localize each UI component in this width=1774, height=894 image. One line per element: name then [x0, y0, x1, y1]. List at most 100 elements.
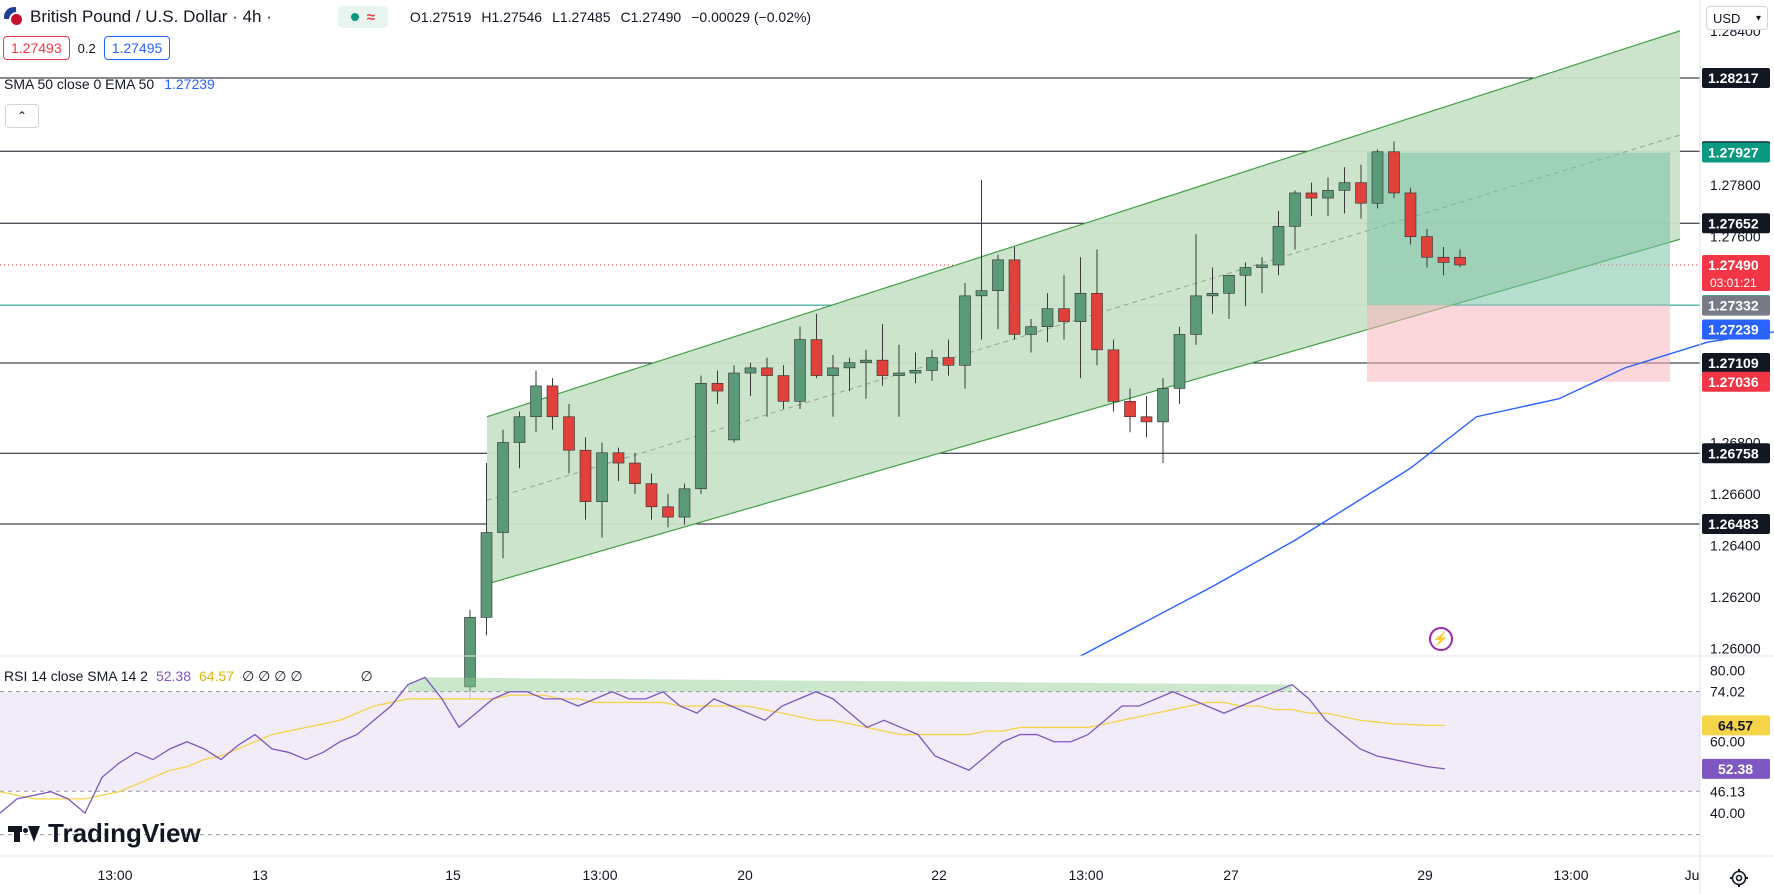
candle[interactable] — [1206, 267, 1219, 314]
sell-button[interactable]: 1.27493 — [3, 36, 70, 60]
price-badge[interactable]: 1.26758 — [1702, 443, 1770, 464]
position-target-zone[interactable] — [1367, 152, 1670, 306]
candle[interactable] — [1421, 228, 1433, 268]
buy-button[interactable]: 1.27495 — [103, 36, 171, 60]
candle[interactable] — [711, 370, 724, 404]
tradingview-logo[interactable]: TradingView — [8, 818, 201, 849]
candle[interactable] — [1256, 257, 1268, 294]
price-badge[interactable]: 1.27927 — [1702, 142, 1770, 163]
candle[interactable] — [794, 326, 806, 410]
price-badge[interactable]: 1.28217 — [1702, 67, 1770, 88]
position-stop-zone[interactable] — [1367, 305, 1670, 382]
candle[interactable] — [1223, 274, 1235, 319]
candle[interactable] — [629, 452, 641, 494]
candle[interactable] — [777, 365, 790, 410]
candle[interactable] — [1388, 141, 1400, 199]
candle[interactable] — [1173, 326, 1186, 404]
rsi-line[interactable] — [0, 676, 1446, 815]
candle[interactable] — [1190, 234, 1202, 345]
candle-body — [959, 295, 971, 366]
rsi-badge[interactable]: 64.57 — [1702, 715, 1770, 736]
price-tick-label: 1.26200 — [1710, 589, 1761, 605]
price-badge[interactable]: 1.27036 — [1702, 371, 1770, 392]
price-badge[interactable]: 1.27239 — [1702, 319, 1770, 340]
candle[interactable] — [612, 447, 625, 482]
candle[interactable] — [530, 370, 542, 433]
candle[interactable] — [695, 375, 707, 494]
candle[interactable] — [893, 344, 905, 417]
candle[interactable] — [728, 365, 740, 443]
candle[interactable] — [464, 609, 476, 700]
market-status-pill[interactable]: ≈ — [337, 6, 388, 28]
candle[interactable] — [1404, 187, 1417, 245]
candle-body — [728, 372, 740, 441]
candle[interactable] — [827, 355, 839, 417]
ohlc-close: C1.27490 — [620, 9, 682, 25]
candle[interactable] — [1338, 167, 1351, 214]
ma-legend[interactable]: SMA 50 close 0 EMA 50 1.27239 — [4, 76, 215, 92]
rsi-badge-bg — [1702, 758, 1770, 779]
candle[interactable] — [926, 349, 938, 381]
candle[interactable] — [1124, 388, 1136, 433]
candle[interactable] — [909, 352, 922, 384]
candle[interactable] — [1058, 275, 1070, 340]
price-badge[interactable]: 1.27490 03:01:21 — [1702, 254, 1770, 291]
candle[interactable] — [1454, 249, 1466, 268]
candle[interactable] — [480, 463, 493, 636]
candle[interactable] — [1041, 293, 1054, 343]
candle[interactable] — [513, 411, 526, 469]
collapse-legend-button[interactable]: ⌃ — [5, 104, 39, 128]
candle[interactable] — [1322, 177, 1334, 217]
candle[interactable] — [678, 483, 691, 525]
candle[interactable] — [497, 429, 509, 559]
rsi-legend[interactable]: RSI 14 close SMA 14 2 52.38 64.57 ∅ ∅ ∅ … — [4, 668, 373, 685]
rsi-badge[interactable]: 52.38 — [1702, 758, 1770, 779]
candle[interactable] — [860, 349, 872, 399]
candle-body — [480, 532, 493, 618]
sma50-line[interactable] — [1080, 329, 1774, 657]
candle[interactable] — [1025, 318, 1037, 353]
candle[interactable] — [744, 362, 757, 397]
candle[interactable] — [1140, 396, 1153, 438]
candle[interactable] — [645, 473, 658, 520]
candle[interactable] — [1355, 164, 1367, 219]
candle[interactable] — [1272, 210, 1285, 276]
candle[interactable] — [1239, 262, 1252, 307]
flash-icon[interactable]: ⚡ — [1429, 627, 1453, 651]
candle[interactable] — [1074, 257, 1087, 379]
candle[interactable] — [1305, 182, 1318, 217]
candle[interactable] — [1157, 378, 1169, 464]
candle[interactable] — [992, 254, 1004, 330]
price-badge-bg — [1702, 142, 1770, 163]
candle[interactable] — [1437, 246, 1450, 276]
candle[interactable] — [942, 339, 955, 376]
candle[interactable] — [810, 313, 823, 379]
price-badge[interactable]: 1.26483 — [1702, 514, 1770, 535]
candle[interactable] — [975, 180, 988, 340]
candle[interactable] — [662, 493, 674, 528]
candle[interactable] — [959, 282, 971, 389]
candle[interactable] — [876, 324, 889, 386]
candle[interactable] — [843, 357, 856, 392]
symbol-title[interactable]: British Pound / U.S. Dollar · 4h · — [30, 7, 272, 26]
candle[interactable] — [761, 357, 773, 417]
gear-icon[interactable] — [1726, 866, 1752, 890]
candle-body — [612, 452, 625, 464]
candle[interactable] — [1008, 246, 1021, 340]
price-badge[interactable]: 1.27332 — [1702, 295, 1770, 316]
candle[interactable] — [1371, 149, 1384, 209]
rsi-sma-line[interactable] — [0, 694, 1446, 800]
channel-upper-line[interactable] — [486, 30, 1681, 418]
candle[interactable] — [1091, 249, 1103, 366]
candle[interactable] — [596, 442, 608, 538]
candle[interactable] — [546, 378, 559, 430]
price-badge[interactable]: 1.27652 — [1702, 213, 1770, 234]
candle[interactable] — [1289, 190, 1301, 250]
candle[interactable] — [1107, 339, 1120, 412]
candle[interactable] — [563, 403, 575, 474]
candle[interactable] — [579, 437, 592, 520]
price-badge[interactable]: 1.27109 — [1702, 352, 1770, 373]
currency-select[interactable]: USD ▾ — [1706, 6, 1768, 30]
candle-body — [1157, 388, 1169, 423]
